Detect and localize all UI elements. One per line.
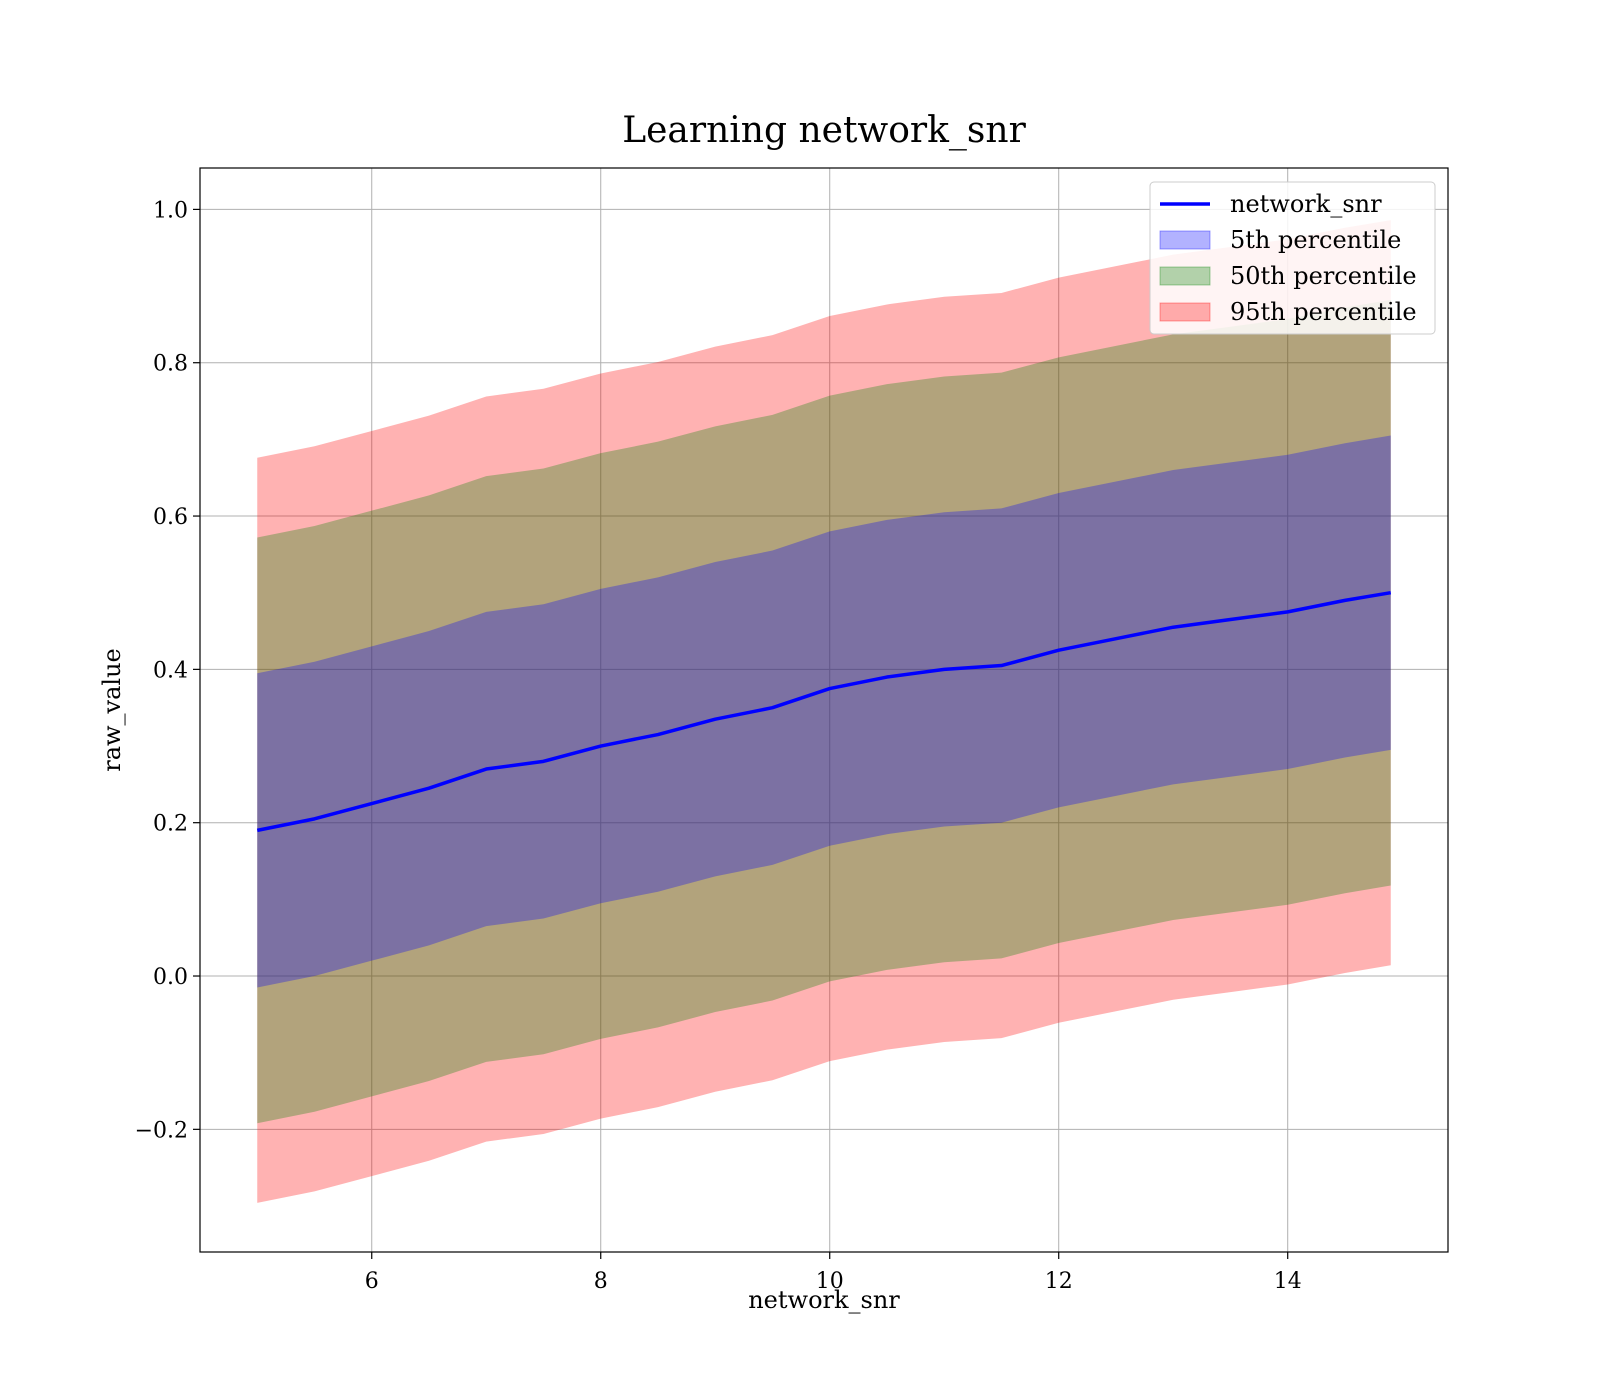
y-axis-ticks: −0.2 0.0 0.2 0.4 0.6 0.8 1.0 — [135, 198, 200, 1143]
chart-title: Learning network_snr — [622, 110, 1026, 151]
grid-layer — [200, 168, 1448, 1252]
x-tick-label: 12 — [1045, 1269, 1073, 1294]
series-line-network-snr — [256, 590, 1392, 833]
x-axis-title: network_snr — [748, 1286, 900, 1314]
legend-patch-swatch — [1159, 230, 1211, 250]
y-tick-label: 0.6 — [153, 505, 188, 530]
plot-frame — [199, 167, 1449, 1253]
y-tick-label: 0.0 — [153, 965, 188, 990]
band-5th-percentile — [257, 435, 1391, 988]
y-tick-label: 1.0 — [153, 198, 188, 223]
band-50th-percentile — [257, 299, 1391, 1124]
x-tick-label: 6 — [365, 1269, 379, 1294]
y-tick-label: 0.2 — [153, 812, 188, 837]
legend-label: 95th percentile — [1230, 298, 1417, 326]
y-tick-label: 0.4 — [153, 658, 188, 683]
band-95th-percentile — [257, 220, 1391, 1203]
x-tick-label: 14 — [1274, 1269, 1302, 1294]
x-axis-ticks: 6 8 10 12 14 — [365, 1252, 1302, 1294]
band-layer — [257, 220, 1391, 1203]
legend-patch-swatch — [1159, 302, 1211, 322]
y-tick-label: 0.8 — [153, 352, 188, 377]
legend-label: 50th percentile — [1230, 262, 1417, 290]
y-axis-title: raw_value — [98, 648, 126, 772]
x-tick-label: 10 — [816, 1269, 844, 1294]
legend-patch-swatch — [1159, 266, 1211, 286]
y-tick-label: −0.2 — [135, 1118, 188, 1143]
legend-label: network_snr — [1230, 190, 1382, 218]
legend: network_snr 5th percentile 50th percentile… — [1149, 181, 1436, 335]
line-layer — [256, 590, 1392, 833]
x-tick-label: 8 — [594, 1269, 608, 1294]
legend-label: 5th percentile — [1230, 226, 1401, 254]
legend-box — [1149, 181, 1436, 335]
